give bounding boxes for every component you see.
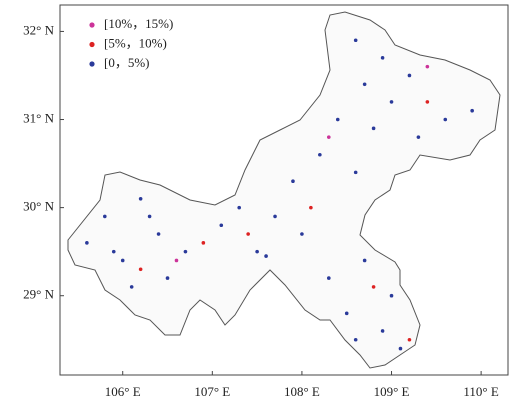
site-point	[85, 241, 89, 245]
site-point	[380, 56, 385, 60]
site-point	[362, 258, 367, 263]
site-point	[138, 197, 143, 201]
x-tick-label: 106° E	[105, 384, 141, 399]
site-point	[264, 254, 268, 258]
site-point	[165, 276, 170, 280]
x-tick-label: 109° E	[374, 384, 410, 399]
site-point	[470, 108, 474, 113]
y-tick-label: 30° N	[23, 199, 54, 214]
site-point	[300, 232, 304, 236]
y-tick-label: 29° N	[23, 287, 54, 302]
site-point	[219, 223, 224, 228]
site-point	[398, 346, 403, 351]
site-point	[344, 311, 349, 316]
site-point	[443, 117, 448, 122]
site-point	[353, 38, 358, 43]
y-tick-label: 32° N	[23, 22, 54, 37]
x-tick-label: 108° E	[284, 384, 320, 399]
site-point	[327, 276, 331, 280]
site-point	[318, 152, 322, 157]
site-point	[353, 337, 358, 342]
site-point	[246, 232, 250, 236]
site-point	[138, 267, 143, 272]
site-point	[201, 241, 206, 245]
site-point	[353, 170, 358, 175]
site-point	[103, 214, 107, 219]
site-point	[371, 285, 376, 289]
site-point	[371, 126, 376, 131]
legend-label: [0，5%)	[104, 55, 150, 70]
site-point	[156, 232, 161, 236]
site-point	[362, 82, 367, 87]
site-point	[416, 135, 421, 139]
site-point	[389, 100, 394, 104]
site-point	[111, 249, 116, 254]
site-point	[309, 205, 313, 210]
site-point	[389, 293, 394, 298]
site-point	[120, 258, 125, 263]
site-point	[291, 179, 295, 183]
site-point	[380, 329, 385, 333]
legend-label: [5%，10%)	[104, 35, 167, 50]
site-point	[237, 205, 241, 210]
legend-label: [10%，15%)	[104, 16, 173, 31]
site-point	[407, 337, 412, 342]
site-point	[183, 249, 188, 254]
x-tick-label: 107° E	[194, 384, 230, 399]
site-point	[407, 73, 412, 78]
site-point	[147, 214, 152, 219]
legend-marker	[89, 61, 95, 67]
x-tick-label: 110° E	[463, 384, 498, 399]
legend-marker	[89, 22, 95, 28]
site-point	[273, 214, 277, 219]
site-point	[327, 135, 331, 139]
y-tick-label: 31° N	[23, 111, 54, 126]
legend-marker	[89, 41, 95, 48]
site-point	[335, 117, 340, 122]
site-point	[129, 285, 134, 289]
site-point	[425, 100, 430, 104]
site-point	[255, 249, 259, 254]
site-point	[425, 64, 430, 69]
site-point	[174, 258, 179, 263]
